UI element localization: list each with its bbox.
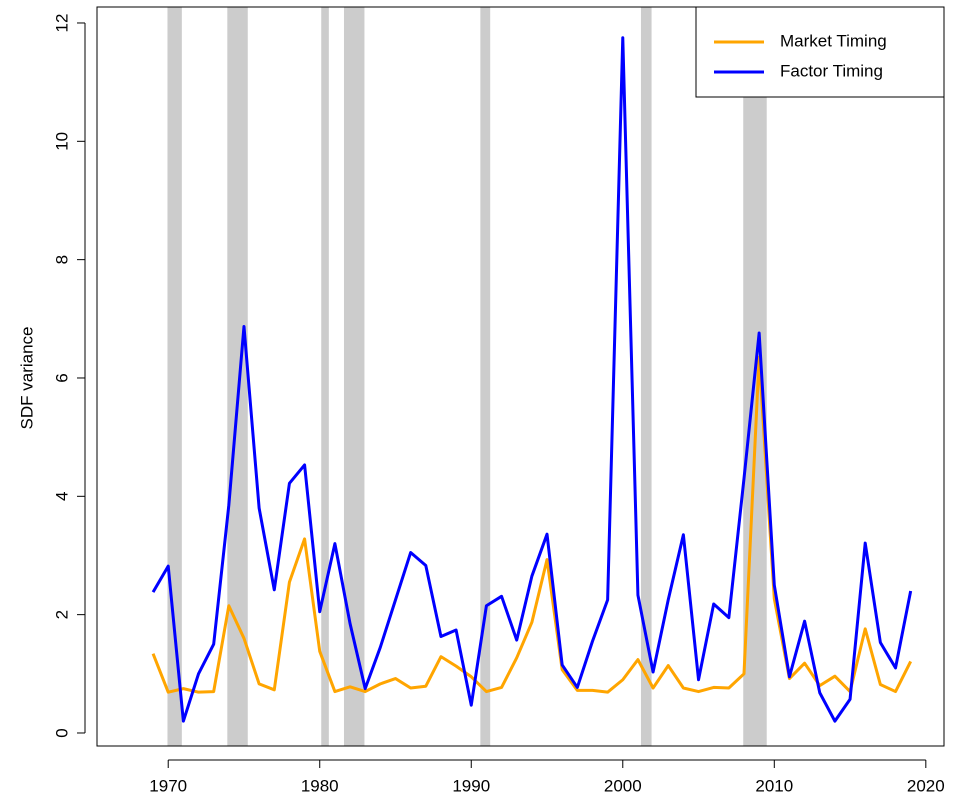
y-tick-label: 6	[52, 373, 71, 382]
x-tick-label: 2000	[604, 776, 642, 795]
y-tick-label: 0	[52, 728, 71, 737]
y-tick-label: 4	[52, 492, 71, 501]
x-tick-label: 1970	[149, 776, 187, 795]
x-tick-label: 1980	[301, 776, 339, 795]
series-line	[151, 355, 913, 694]
shaded-period	[480, 7, 491, 746]
y-tick-label: 10	[52, 132, 71, 151]
x-tick-label: 2010	[755, 776, 793, 795]
shaded-period	[343, 7, 365, 746]
plot-frame	[96, 6, 945, 747]
y-tick-label: 12	[52, 14, 71, 33]
series-line	[151, 36, 913, 723]
legend-label: Market Timing	[780, 31, 887, 50]
shaded-period	[227, 7, 248, 746]
legend-label: Factor Timing	[780, 61, 883, 80]
legend-box	[695, 6, 945, 98]
shaded-period	[167, 7, 182, 746]
y-tick-label: 8	[52, 255, 71, 264]
x-tick-label: 2020	[907, 776, 945, 795]
y-axis-label: SDF variance	[17, 327, 36, 430]
shaded-period	[640, 7, 652, 746]
shaded-period	[321, 7, 329, 746]
y-tick-label: 2	[52, 610, 71, 619]
x-tick-label: 1990	[452, 776, 490, 795]
